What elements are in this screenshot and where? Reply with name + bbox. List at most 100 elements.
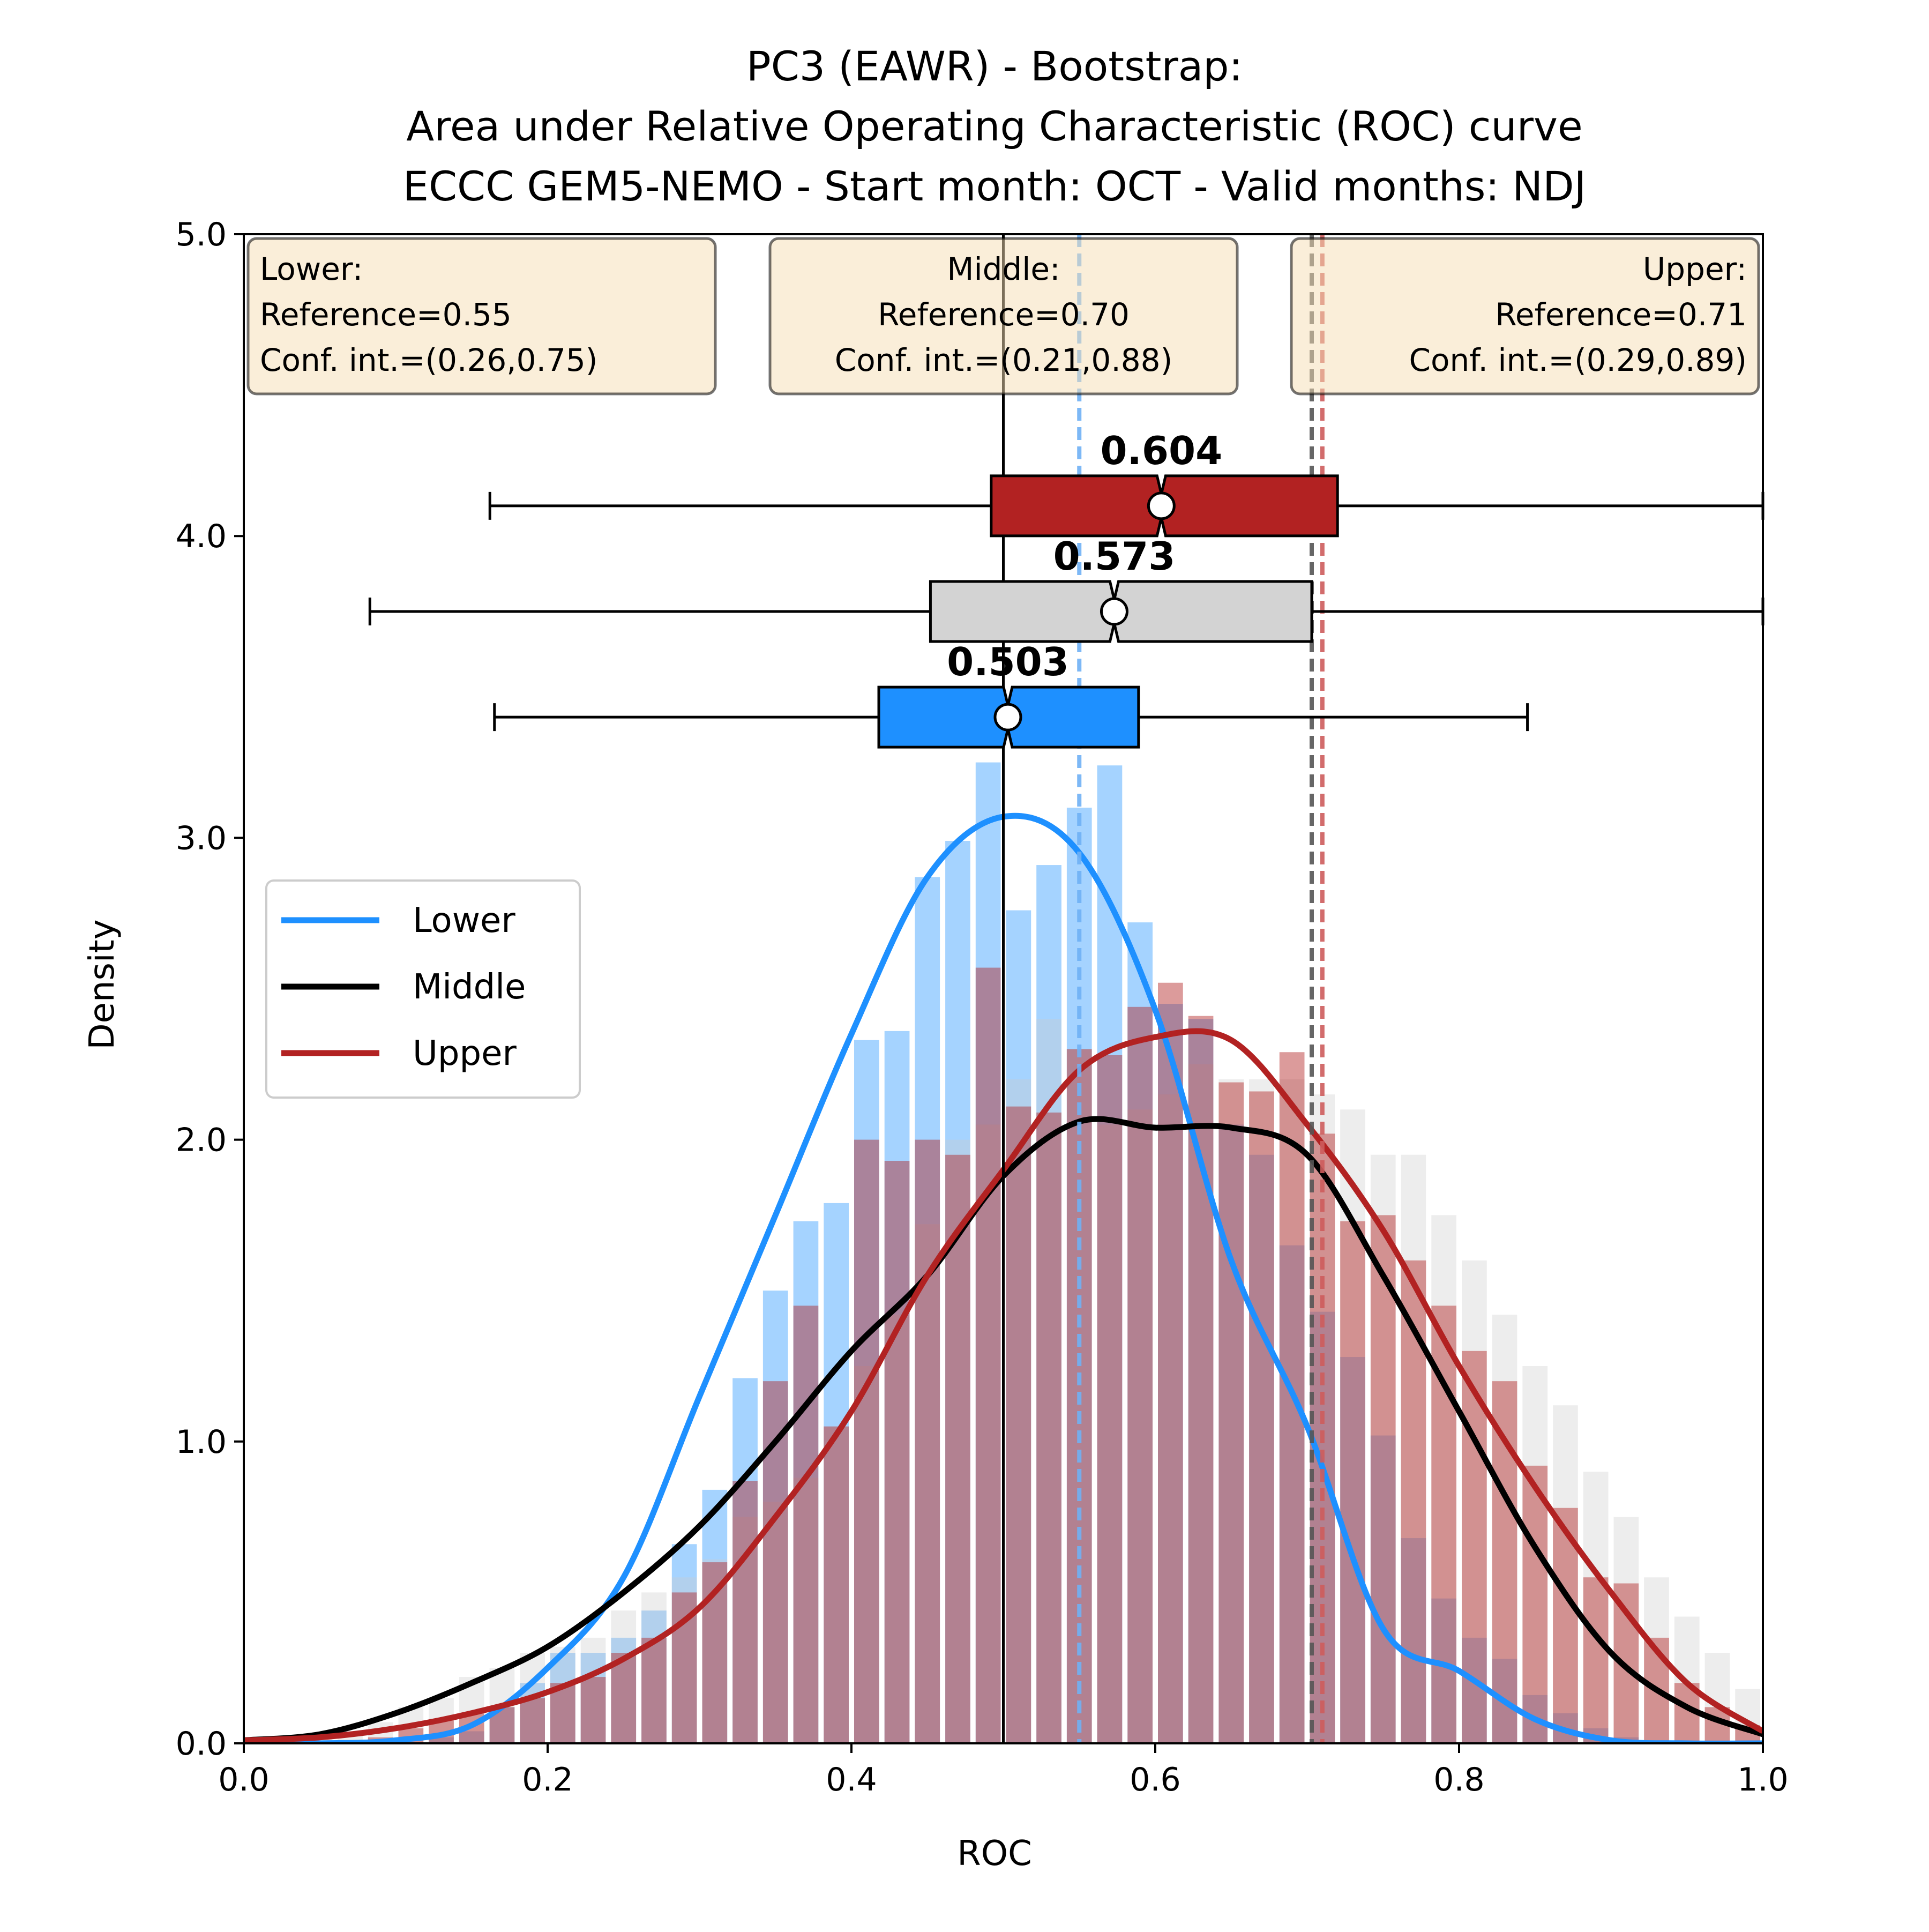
hist-bar-middle — [1370, 1154, 1396, 1743]
info-box-line: Upper: — [1643, 251, 1747, 287]
hist-bar-middle — [1188, 1064, 1214, 1743]
median-label: 0.604 — [1100, 428, 1222, 473]
hist-bar-middle — [762, 1502, 788, 1743]
hist-bar-lower — [793, 1221, 819, 1743]
hist-bar-upper — [580, 1677, 606, 1743]
hist-bar-upper — [520, 1698, 545, 1743]
mean-marker — [1100, 597, 1128, 626]
hist-bar-lower — [824, 1203, 849, 1743]
y-tick-label: 5.0 — [176, 216, 227, 253]
x-tick-label: 0.0 — [218, 1761, 269, 1799]
histogram-middle — [307, 1019, 1791, 1743]
hist-bar-lower — [915, 877, 940, 1743]
hist-bar-upper — [1218, 1082, 1244, 1743]
hist-bar-lower — [884, 1031, 910, 1743]
mean-marker — [993, 703, 1022, 732]
x-tick-label: 1.0 — [1737, 1761, 1788, 1799]
hist-bar-lower — [1401, 1538, 1426, 1743]
hist-bar-middle — [1613, 1517, 1639, 1743]
info-boxes: Lower: Reference=0.55 Conf. int.=(0.26,0.7… — [246, 237, 1760, 396]
info-box-line: Reference=0.55 — [260, 296, 512, 333]
hist-bar-middle — [307, 1737, 333, 1743]
info-box-line: Conf. int.=(0.26,0.75) — [260, 342, 597, 378]
hist-bar-middle — [975, 1124, 1001, 1743]
x-tick-label: 0.6 — [1130, 1761, 1180, 1799]
histogram-lower — [429, 762, 1669, 1743]
hist-bar-middle — [611, 1610, 637, 1743]
hist-bar-upper — [915, 1139, 940, 1743]
hist-bar-upper — [1006, 1106, 1031, 1743]
hist-bar-lower — [1036, 865, 1061, 1743]
hist-bar-middle — [1462, 1260, 1487, 1743]
hist-bar-middle — [641, 1592, 667, 1743]
x-tick-label: 0.8 — [1433, 1761, 1484, 1799]
hist-bar-upper — [1097, 1055, 1123, 1743]
hist-bar-lower — [429, 1737, 454, 1743]
legend: Lower Middle Upper — [265, 879, 581, 1099]
hist-bar-middle — [1097, 1124, 1123, 1743]
info-box-frame — [1290, 237, 1760, 396]
legend-label-middle: Middle — [413, 967, 526, 1007]
plot-frame — [243, 233, 1764, 1744]
hist-bar-middle — [915, 1224, 940, 1743]
hist-bar-middle — [1492, 1315, 1517, 1743]
hist-bar-middle — [1766, 1713, 1791, 1743]
hist-bar-upper — [793, 1306, 819, 1743]
y-tick-label: 4.0 — [176, 518, 227, 555]
hist-bar-lower — [459, 1731, 484, 1743]
hist-bar-upper — [1370, 1215, 1396, 1743]
hist-bar-middle — [1218, 1079, 1244, 1743]
axes: 0.0 0.2 0.4 0.6 0.8 1.0 0.0 1.0 2.0 3.0 4.0 5.0 — [176, 216, 1789, 1799]
hist-bar-lower — [1279, 1245, 1305, 1743]
legend-label-upper: Upper — [413, 1034, 517, 1073]
kde-curves — [244, 812, 1763, 1743]
hist-bar-upper — [945, 1154, 970, 1743]
hist-bar-upper — [1127, 1006, 1153, 1743]
hist-bar-lower — [854, 1040, 879, 1743]
x-tick-label: 0.2 — [522, 1761, 573, 1799]
hist-bar-middle — [1401, 1154, 1426, 1743]
hist-bar-upper — [550, 1683, 575, 1743]
hist-bar-upper — [1036, 1112, 1061, 1743]
hist-bar-lower — [945, 841, 970, 1743]
hist-bar-upper — [641, 1637, 667, 1743]
hist-bar-middle — [1583, 1472, 1609, 1743]
y-tick-label: 3.0 — [176, 819, 227, 857]
hist-bar-middle — [854, 1366, 879, 1743]
histogram-bars — [307, 762, 1791, 1743]
hist-bar-upper — [611, 1653, 637, 1743]
hist-bar-middle — [671, 1577, 697, 1743]
hist-bar-upper — [884, 1161, 910, 1743]
hist-bar-upper — [824, 1426, 849, 1743]
hist-bar-lower — [702, 1489, 728, 1743]
hist-bar-lower — [1097, 765, 1123, 1743]
info-box-line: Reference=0.71 — [1495, 296, 1747, 333]
hist-bar-lower — [975, 762, 1001, 1743]
hist-bar-middle — [1340, 1109, 1365, 1743]
boxplots: 0.604 0.573 0.503 — [368, 428, 1764, 749]
x-tick-label: 0.4 — [826, 1761, 877, 1799]
info-box-line: Conf. int.=(0.29,0.89) — [1409, 342, 1747, 378]
hist-bar-lower — [1127, 922, 1153, 1743]
hist-bar-middle — [824, 1426, 849, 1743]
boxplot-upper: 0.604 — [488, 428, 1764, 538]
mean-marker — [1147, 491, 1176, 520]
kde-line-lower — [244, 812, 1763, 1743]
hist-bar-upper — [1158, 982, 1183, 1743]
hist-bar-middle — [884, 1315, 910, 1743]
y-tick-label: 2.0 — [176, 1122, 227, 1159]
legend-label-lower: Lower — [413, 901, 515, 941]
hist-bar-middle — [1522, 1366, 1548, 1743]
hist-bar-middle — [1127, 1109, 1153, 1743]
kde-line-middle — [244, 1116, 1763, 1743]
title-line-1: PC3 (EAWR) - Bootstrap: — [746, 42, 1243, 90]
y-tick-label: 1.0 — [176, 1423, 227, 1461]
kde-line-upper — [244, 1028, 1763, 1743]
y-tick-label: 0.0 — [176, 1725, 227, 1763]
info-box-line: Lower: — [260, 251, 363, 287]
hist-bar-upper — [1522, 1465, 1548, 1743]
hist-bar-upper — [1583, 1577, 1609, 1743]
hist-bar-lower — [1249, 1154, 1274, 1743]
boxplot-middle: 0.573 — [368, 534, 1764, 643]
